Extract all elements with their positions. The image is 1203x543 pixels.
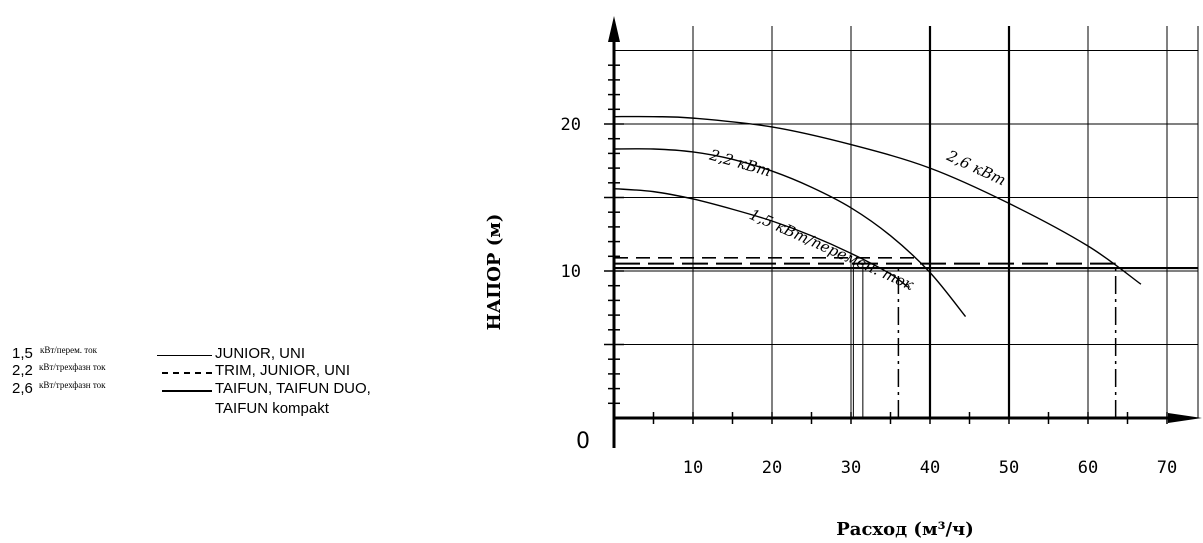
series-label: 2,6 кВт <box>943 146 1008 189</box>
legend-power: 2,6 <box>12 380 33 397</box>
legend-power: 1,5 <box>12 345 33 362</box>
x-tick-label: 50 <box>999 458 1019 478</box>
legend-line-swatch <box>162 372 212 374</box>
legend-line-swatch <box>157 355 212 356</box>
x-tick-label: 20 <box>762 458 782 478</box>
x-axis-title: Расход (м³/ч) <box>836 519 973 540</box>
y-tick-label: 10 <box>561 262 581 282</box>
y-axis-arrow <box>608 16 620 42</box>
x-axis-arrow <box>1168 413 1202 423</box>
legend-models: TAIFUN, TAIFUN DUO, <box>215 380 371 397</box>
origin-label: 0 <box>576 429 590 454</box>
legend-line-swatch <box>162 390 212 392</box>
x-tick-label: 10 <box>683 458 703 478</box>
y-axis-title: НАПОР (м) <box>484 214 505 331</box>
series-label: 2,2 кВт <box>707 146 773 181</box>
legend-note: кВт/трехфазн ток <box>39 380 106 390</box>
series-line <box>613 115 1142 285</box>
x-tick-label: 30 <box>841 458 861 478</box>
x-tick-label: 70 <box>1157 458 1177 478</box>
x-tick-label: 60 <box>1078 458 1098 478</box>
legend-models: TRIM, JUNIOR, UNI <box>215 362 350 379</box>
x-tick-label: 40 <box>920 458 940 478</box>
series-line <box>613 187 909 288</box>
series-line <box>613 148 967 318</box>
legend-power: 2,2 <box>12 362 33 379</box>
legend-models: JUNIOR, UNI <box>215 345 305 362</box>
legend-note: кВт/перем. ток <box>40 345 97 355</box>
legend-models-continued: TAIFUN kompakt <box>215 400 329 417</box>
y-tick-label: 20 <box>561 115 581 135</box>
legend-note: кВт/трехфазн ток <box>39 362 106 372</box>
chart-legend: 1,5 кВт/перем. ток JUNIOR, UNI 2,2 кВт/трехф… <box>12 345 472 445</box>
